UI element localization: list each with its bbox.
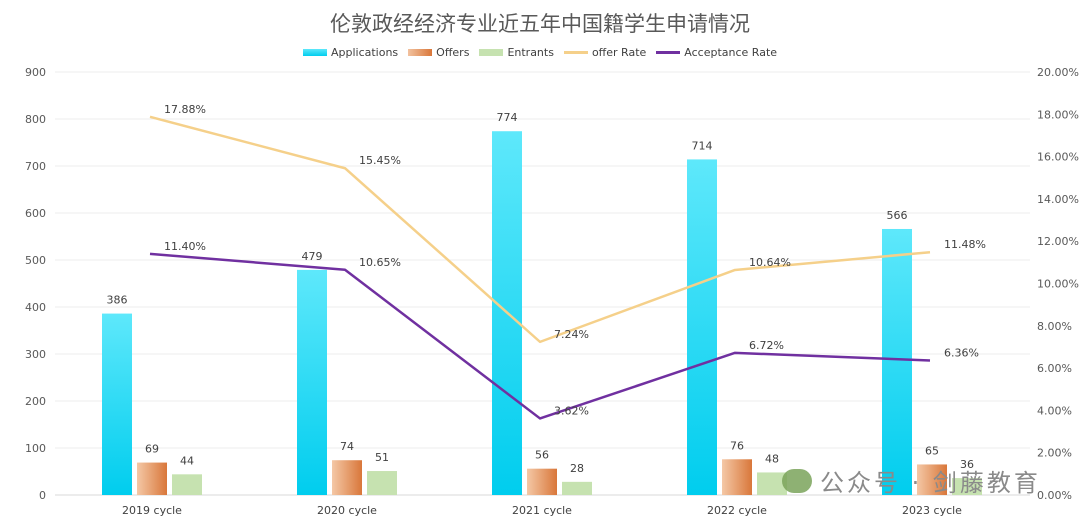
y-tick-label: 600 [25,207,46,220]
watermark: 公众号 · 剑藤教育 [782,463,1041,498]
bar-offers [722,459,752,495]
y2-tick-label: 6.00% [1037,362,1072,375]
line-data-label: 7.24% [554,328,589,341]
legend-offers[interactable]: Offers [408,46,469,59]
bar-applications [297,269,327,495]
y-tick-label: 400 [25,301,46,314]
chart-title: 伦敦政经经济专业近五年中国籍学生申请情况 [330,12,750,36]
bar-entrants [367,471,397,495]
y2-tick-label: 20.00% [1037,66,1079,79]
bar-offers [917,464,947,495]
line-data-label: 11.40% [164,240,206,253]
x-tick-label: 2020 cycle [317,504,377,517]
legend-acceptance-rate[interactable]: Acceptance Rate [656,46,777,59]
bar-entrants [952,478,982,495]
legend: Applications Offers Entrants offer Rate … [0,46,1080,59]
line-data-label: 17.88% [164,103,206,116]
y-tick-label: 700 [25,160,46,173]
line-data-label: 10.65% [359,256,401,269]
y2-tick-label: 18.00% [1037,108,1079,121]
y-tick-label: 900 [25,66,46,79]
bar-offers [137,462,167,495]
legend-label: Offers [436,46,470,59]
line-data-label: 6.36% [944,346,979,359]
y-tick-label: 100 [25,442,46,455]
bar-data-label: 51 [375,451,389,464]
y2-tick-label: 14.00% [1037,193,1079,206]
bar-data-label: 28 [570,462,584,475]
y2-tick-label: 0.00% [1037,489,1072,502]
x-tick-label: 2023 cycle [902,504,962,517]
bar-data-label: 386 [107,294,128,307]
legend-entrants[interactable]: Entrants [479,46,554,59]
bar-entrants [172,474,202,495]
line-data-label: 15.45% [359,154,401,167]
y-tick-label: 800 [25,113,46,126]
bar-data-label: 65 [925,444,939,457]
watermark-text: 公众号 · 剑藤教育 [820,469,1041,497]
y-tick-label: 500 [25,254,46,267]
y2-tick-label: 8.00% [1037,320,1072,333]
legend-label: Acceptance Rate [684,46,778,59]
bar-offers [332,460,362,495]
legend-swatch [479,49,504,56]
y2-tick-label: 16.00% [1037,151,1079,164]
line-data-label: 11.48% [944,238,986,251]
bar-applications [687,159,717,496]
bar-entrants [562,481,592,495]
line-data-label: 6.72% [749,339,784,352]
bar-data-label: 76 [730,439,744,452]
y-tick-label: 0 [39,489,46,502]
legend-label: offer Rate [591,46,647,59]
line-data-label: 10.64% [749,256,791,269]
bar-data-label: 56 [535,449,549,462]
wechat-icon [782,468,812,493]
legend-label: Entrants [507,46,554,59]
bar-data-label: 48 [765,452,779,465]
bar-data-label: 774 [497,111,518,124]
line-data-label: 3.62% [554,404,589,417]
x-tick-label: 2022 cycle [707,504,767,517]
y2-tick-label: 12.00% [1037,235,1079,248]
legend-swatch [408,49,433,56]
bar-data-label: 44 [180,454,194,467]
bar-data-label: 74 [340,440,354,453]
y2-tick-label: 10.00% [1037,278,1079,291]
bar-data-label: 566 [887,209,908,222]
y2-tick-label: 2.00% [1037,447,1072,460]
bar-data-label: 69 [145,443,159,456]
line-offer-rate [149,115,931,344]
legend-offer-rate[interactable]: offer Rate [563,46,647,59]
legend-label: Applications [330,46,399,59]
line-acceptance-rate [149,252,931,420]
bar-applications [102,313,132,495]
y-tick-label: 200 [25,395,46,408]
bar-entrants [757,472,787,495]
x-tick-label: 2021 cycle [512,504,572,517]
y-tick-label: 300 [25,348,46,361]
bar-data-label: 36 [960,458,974,471]
legend-swatch [656,51,681,54]
y2-tick-label: 4.00% [1037,404,1072,417]
bar-data-label: 479 [302,250,323,263]
bar-offers [527,468,557,495]
x-tick-label: 2019 cycle [122,504,182,517]
legend-applications[interactable]: Applications [302,46,399,59]
bar-applications [882,228,912,496]
bar-data-label: 714 [692,139,713,152]
legend-swatch [302,49,327,56]
legend-swatch [563,51,588,54]
